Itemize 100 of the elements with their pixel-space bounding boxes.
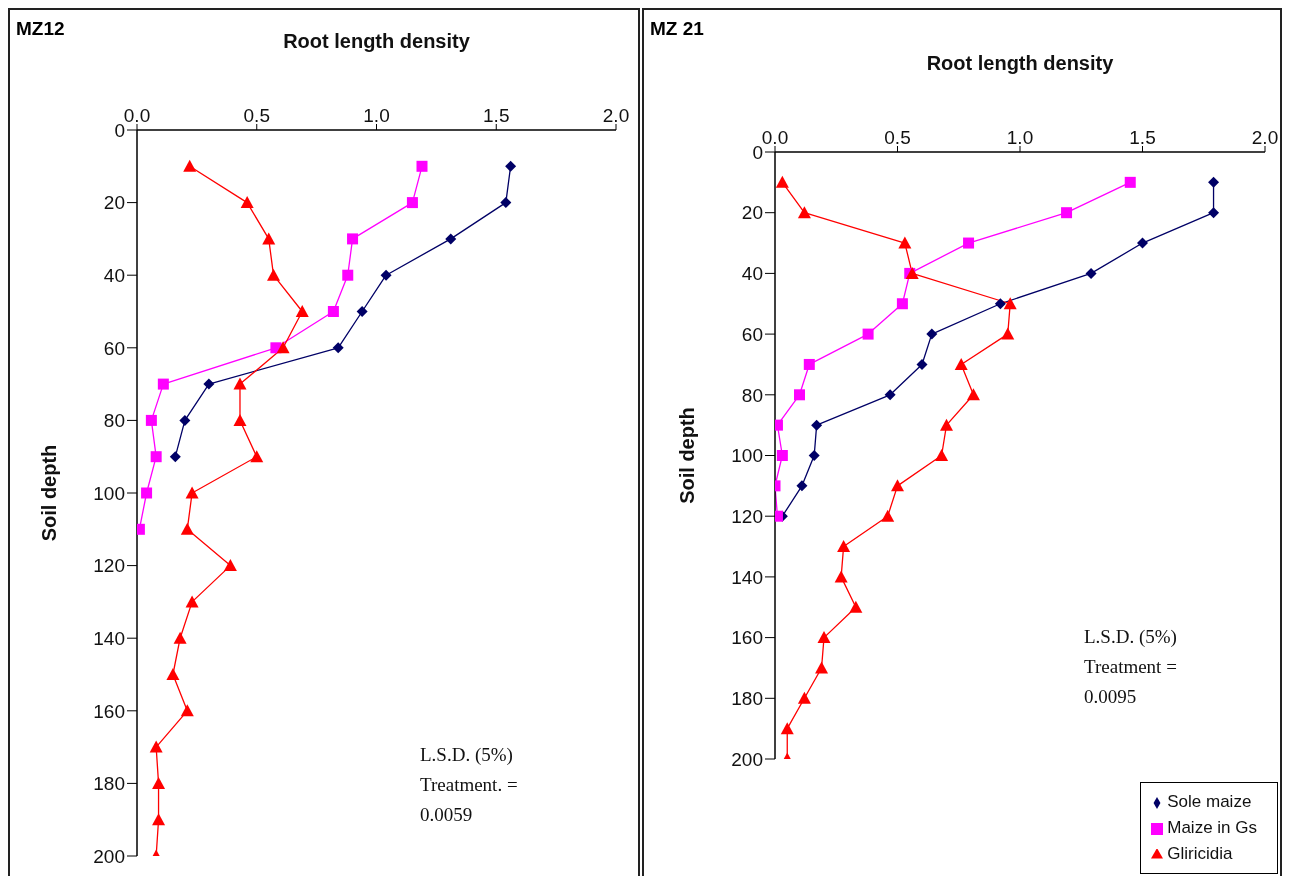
y-tick-label: 20: [103, 192, 125, 214]
y-tick-label: 20: [741, 202, 763, 224]
annotation: L.S.D. (5%) Treatment. = 0.0059: [420, 743, 518, 827]
point: [1085, 267, 1097, 279]
point: [1061, 207, 1073, 219]
point: [1208, 207, 1220, 219]
point: [185, 486, 199, 499]
point: [896, 298, 908, 310]
point: [183, 159, 197, 172]
point: [233, 377, 247, 390]
point: [295, 305, 309, 317]
point: [966, 388, 980, 401]
y-tick-label: 120: [731, 505, 763, 527]
chart-title: MZ12: [16, 18, 65, 40]
point: [332, 342, 344, 354]
point: [166, 668, 180, 680]
point: [327, 306, 339, 317]
point: [1137, 237, 1148, 249]
point: [849, 600, 863, 613]
point: [169, 451, 181, 463]
point: [1003, 297, 1017, 310]
point: [240, 196, 254, 209]
point: [963, 237, 975, 249]
point: [898, 236, 912, 249]
point: [356, 306, 368, 317]
x-tick-label: 1.5: [483, 105, 510, 126]
point: [935, 449, 949, 461]
point: [416, 160, 428, 172]
point: [347, 233, 359, 245]
point: [834, 570, 848, 583]
point: [152, 776, 166, 789]
y-tick-label: 80: [103, 410, 125, 432]
point: [796, 480, 808, 492]
point: [916, 358, 928, 370]
point: [803, 358, 815, 370]
x-tick-label: 2.0: [602, 105, 630, 126]
annotation: L.S.D. (5%) Treatment = 0.0095: [1084, 625, 1177, 709]
point: [180, 522, 194, 535]
x-axis-title: Root length density: [283, 30, 471, 53]
y-tick-label: 140: [731, 566, 763, 588]
point: [445, 233, 457, 245]
point: [276, 341, 290, 354]
point: [141, 487, 153, 499]
point: [267, 268, 281, 281]
point: [250, 450, 264, 463]
point: [203, 378, 215, 390]
point: [794, 389, 805, 401]
point: [1001, 327, 1015, 340]
point: [505, 160, 517, 172]
legend-label: Maize in Gs: [1167, 818, 1257, 837]
x-tick-label: 0.0: [761, 127, 789, 148]
y-tick-label: 40: [741, 263, 763, 285]
point: [817, 631, 831, 644]
point: [815, 661, 829, 674]
y-axis-title: Soil depth: [676, 407, 699, 504]
y-tick-label: 140: [93, 627, 125, 649]
point: [233, 413, 247, 426]
point: [884, 389, 896, 401]
y-tick-label: 0: [114, 119, 125, 141]
point: [881, 509, 895, 522]
point: [150, 451, 162, 463]
y-tick-label: 120: [93, 555, 125, 577]
x-tick-label: 0.0: [123, 105, 151, 126]
x-tick-label: 0.5: [243, 105, 270, 126]
legend-label: Gliricidia: [1167, 844, 1233, 863]
point: [173, 631, 187, 644]
y-tick-label: 100: [731, 445, 763, 467]
point: [954, 357, 968, 370]
point: [926, 328, 938, 340]
x-tick-label: 0.5: [884, 127, 911, 148]
point: [797, 691, 811, 704]
point: [406, 197, 418, 209]
point: [157, 378, 169, 390]
point: [862, 328, 874, 340]
point: [185, 595, 199, 608]
x-tick-label: 1.0: [1006, 127, 1034, 148]
point: [780, 722, 794, 735]
point: [500, 197, 512, 209]
y-tick-label: 160: [93, 700, 125, 722]
point: [179, 414, 191, 426]
point: [380, 269, 392, 281]
point: [776, 450, 788, 461]
point: [223, 559, 237, 572]
y-tick-label: 40: [103, 264, 125, 286]
point: [1124, 176, 1136, 188]
legend-label: Sole maize: [1167, 792, 1252, 811]
y-tick-label: 180: [731, 688, 763, 710]
x-axis-title: Root length density: [926, 52, 1115, 75]
y-axis-title: Soil depth: [38, 444, 61, 542]
point: [811, 419, 823, 431]
y-tick-label: 100: [93, 482, 125, 504]
point: [837, 540, 851, 553]
point: [797, 206, 811, 219]
x-tick-label: 2.0: [1251, 127, 1279, 148]
x-tick-label: 1.5: [1129, 127, 1156, 148]
y-tick-label: 160: [731, 627, 763, 649]
point: [808, 450, 820, 461]
point: [262, 232, 276, 245]
point: [342, 269, 354, 281]
point: [145, 414, 157, 426]
